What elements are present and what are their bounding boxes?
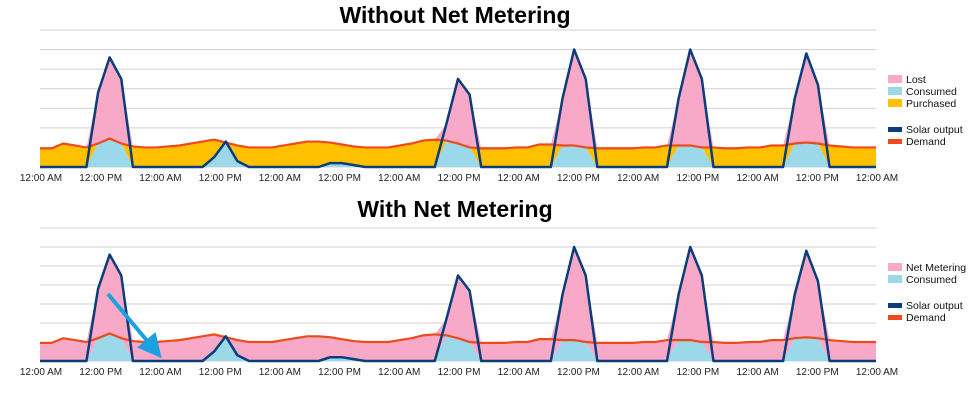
x-tick-label: 12:00 AM [378,173,420,184]
x-tick-label: 12:00 PM [79,173,122,184]
x-tick-label: 12:00 AM [498,367,540,378]
x-tick-label: 12:00 AM [259,173,301,184]
x-tick-label: 12:00 PM [79,367,122,378]
x-tick-label: 12:00 AM [617,173,659,184]
series-line-solar-output [40,48,876,169]
chart-title-without-net-metering: Without Net Metering [339,2,571,28]
x-tick-label: 12:00 PM [796,367,839,378]
legend-entry: Solar output [906,124,963,136]
legend-entry: Net Metering [906,262,966,274]
legend-swatch [888,303,902,308]
x-tick-label: 12:00 AM [856,367,898,378]
chart-title-with-net-metering: With Net Metering [357,196,553,222]
x-tick-label: 12:00 PM [199,173,242,184]
area-lost [40,49,876,149]
legend-entry: Demand [906,136,946,148]
legend-entry: Solar output [906,300,963,312]
legend-swatch [888,127,902,132]
x-tick-label: 12:00 PM [318,367,361,378]
x-tick-label: 12:00 AM [139,173,181,184]
x-tick-label: 12:00 AM [736,173,778,184]
legend-swatch [888,139,902,144]
x-tick-label: 12:00 AM [139,367,181,378]
x-tick-label: 12:00 PM [676,367,719,378]
series-line-demand [40,137,876,150]
x-tick-label: 12:00 AM [378,367,420,378]
legend-swatch [888,263,902,271]
x-tick-label: 12:00 PM [796,173,839,184]
x-tick-label: 12:00 PM [199,367,242,378]
x-tick-label: 12:00 AM [20,367,62,378]
legend-entry: Lost [906,74,926,86]
legend-entry: Consumed [906,274,957,286]
x-tick-label: 12:00 PM [676,173,719,184]
x-tick-label: 12:00 AM [498,173,540,184]
chart-panel-0: 12:00 AM 12:00 PM 12:00 AM 12:00 PM 12:00 AM… [20,29,963,184]
chart-panel-1: 12:00 AM 12:00 PM 12:00 AM 12:00 PM 12:00 AM… [20,227,966,378]
legend-swatch [888,99,902,107]
x-tick-label: 12:00 AM [617,367,659,378]
area-consumed [40,333,876,361]
x-tick-label: 12:00 AM [736,367,778,378]
legend-swatch [888,275,902,283]
series-line-demand [40,332,876,345]
legend-entry: Purchased [906,98,956,110]
x-tick-label: 12:00 PM [318,173,361,184]
legend-swatch [888,75,902,83]
x-tick-label: 12:00 PM [557,367,600,378]
x-tick-label: 12:00 PM [438,367,481,378]
legend-swatch [888,87,902,95]
x-tick-label: 12:00 PM [438,173,481,184]
legend-entry: Consumed [906,86,957,98]
area-consumed [40,138,876,167]
x-tick-label: 12:00 AM [259,367,301,378]
x-tick-label: 12:00 PM [557,173,600,184]
area-net-metering [40,247,876,361]
legend-entry: Demand [906,312,946,324]
series-line-solar-output [40,245,876,363]
x-tick-label: 12:00 AM [20,173,62,184]
annotation-arrow [106,292,162,359]
x-tick-label: 12:00 AM [856,173,898,184]
legend-swatch [888,315,902,320]
